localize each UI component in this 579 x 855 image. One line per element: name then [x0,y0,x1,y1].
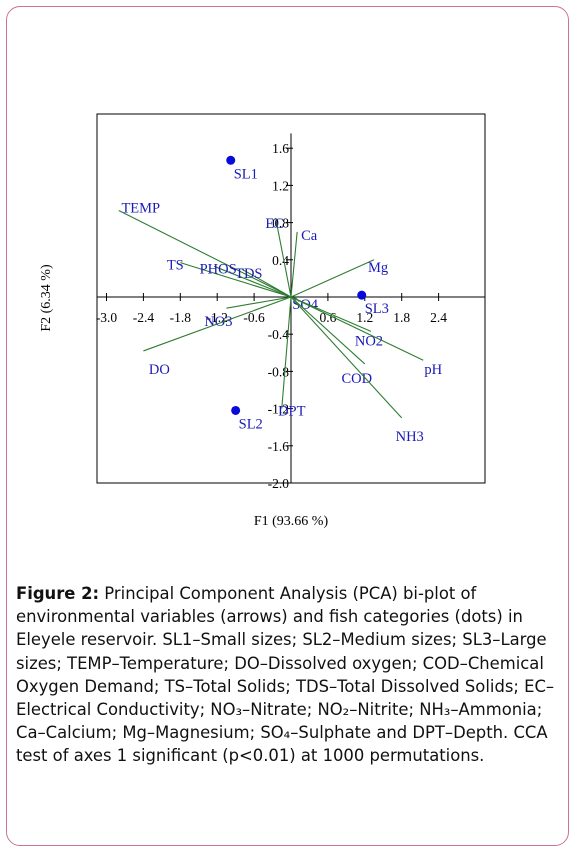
x-tick-label: 1.8 [393,310,410,325]
point-sl1 [226,155,236,165]
figure-frame [6,6,569,846]
arrow-label-mg: Mg [368,260,388,276]
y-tick-label: 1.6 [272,141,289,156]
arrow-label-phos: PHOS [200,261,237,277]
arrow-no2 [290,296,372,332]
arrow-cod [290,296,366,365]
figure-caption: Figure 2: Principal Component Analysis (… [16,582,564,768]
arrow-label-ca: Ca [301,228,318,244]
point-sl2 [231,405,241,415]
arrow-label-dpt: DPT [278,404,306,420]
arrow-label-ph: pH [424,362,442,378]
arrow-phos [213,265,292,298]
x-tick-label: -2.4 [133,310,155,325]
point-sl3 [357,290,367,300]
x-tick-label: -1.2 [207,310,228,325]
y-tick-label: -0.4 [268,327,290,342]
arrow-label-temp: TEMP [121,201,160,217]
y-tick-label: -2.0 [268,476,290,491]
point-label-sl3: SL3 [365,301,389,317]
arrow-mg [290,259,375,298]
x-tick-label: 1.2 [356,310,373,325]
arrow-label-tds: TDS [235,266,262,282]
y-tick-label: -0.8 [268,364,290,379]
y-tick-label: 1.2 [272,178,289,193]
arrow-ec [275,217,292,298]
arrow-nh3 [290,296,403,419]
caption-text: Principal Component Analysis (PCA) bi-pl… [16,584,555,766]
y-tick-label: -1.6 [268,439,290,454]
x-tick-label: -0.6 [243,310,265,325]
point-label-sl2: SL2 [239,416,263,432]
arrow-label-ec: EC [265,216,284,232]
arrow-label-do: DO [149,362,170,378]
arrow-do [143,296,292,352]
arrow-label-no3: NO3 [204,314,232,330]
caption-label: Figure 2: [16,584,100,603]
x-tick-label: -3.0 [96,310,118,325]
x-tick-label: 2.4 [430,310,447,325]
arrow-label-ts: TS [167,258,184,274]
y-axis-label: F2 (6.34 %) [39,264,54,332]
arrow-label-nh3: NH3 [396,429,424,445]
arrow-no3 [226,296,292,309]
arrow-ts [180,262,292,298]
x-tick-label: 0.6 [319,310,336,325]
arrow-label-no2: NO2 [355,333,383,349]
arrow-ph [290,296,424,361]
y-tick-label: -1.2 [268,402,289,417]
pca-biplot: -3.0 -2.4 -1.8 -1.2 -0.6 0.6 1.2 1.8 2.4 1.6 1.2 0.… [39,113,486,529]
point-label-sl1: SL1 [234,166,258,182]
x-tick-label: -1.8 [170,310,192,325]
y-tick-label: 0.4 [272,253,289,268]
x-axis-label: F1 (93.66 %) [254,514,329,529]
arrow-label-cod: COD [341,371,372,387]
arrow-dpt [281,296,292,409]
arrow-ca [290,231,298,298]
arrow-temp [118,210,292,298]
arrow-tds [241,268,292,298]
